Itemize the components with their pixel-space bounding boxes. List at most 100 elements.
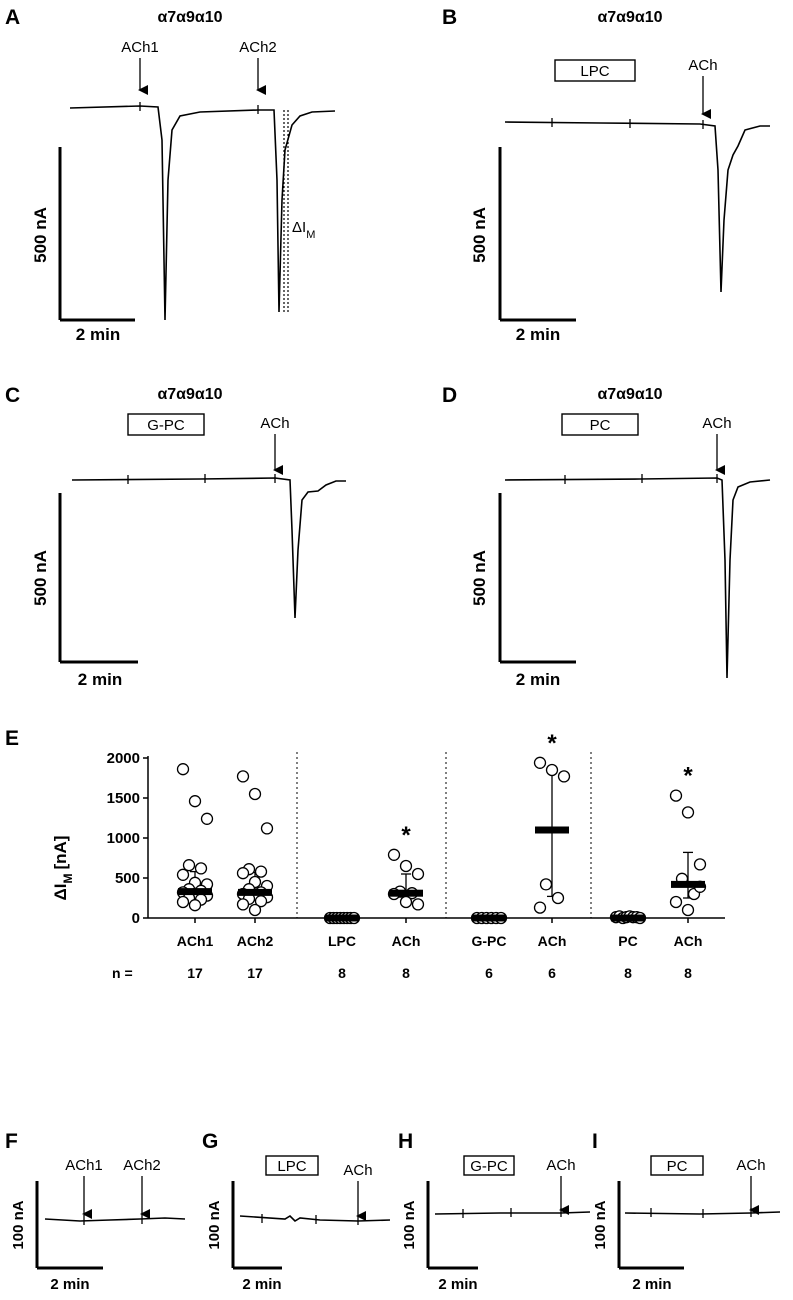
n-value: 6 xyxy=(485,965,493,981)
panel-title: α7α9α10 xyxy=(157,386,222,403)
n-value: 8 xyxy=(624,965,632,981)
panel-label: H xyxy=(398,1130,413,1153)
n-label: n = xyxy=(112,965,133,981)
data-point xyxy=(188,899,202,912)
data-point xyxy=(533,756,547,769)
arrow-label: ACh xyxy=(702,415,731,432)
time-scale-label: 2 min xyxy=(76,325,120,344)
data-point xyxy=(176,868,190,881)
panel-f: F ACh1 ACh2 100 nA 2 min xyxy=(5,1130,186,1293)
treatment-label: LPC xyxy=(580,63,609,80)
median-bar xyxy=(389,889,423,897)
data-point xyxy=(236,867,250,880)
data-point xyxy=(557,770,571,783)
current-scale-label: 500 nA xyxy=(470,550,489,606)
panel-title: α7α9α10 xyxy=(597,386,662,403)
n-value: 17 xyxy=(247,965,263,981)
panel-b: B α7α9α10 LPC ACh 500 nA 2 min xyxy=(442,6,770,344)
y-tick-label: 500 xyxy=(115,870,140,887)
current-scale-label: 100 nA xyxy=(10,1200,27,1249)
panel-c: C α7α9α10 G-PC ACh 500 nA 2 min xyxy=(5,384,346,689)
current-trace xyxy=(434,1211,591,1215)
panel-i: I PC ACh 100 nA 2 min xyxy=(592,1130,781,1293)
category-label: ACh xyxy=(392,933,421,949)
data-point xyxy=(176,895,190,909)
median-bar xyxy=(611,914,645,922)
category-label: PC xyxy=(618,933,637,949)
n-value: 17 xyxy=(187,965,203,981)
n-value: 8 xyxy=(402,965,410,981)
current-scale-label: 100 nA xyxy=(401,1200,418,1249)
time-scale-label: 2 min xyxy=(516,325,560,344)
category-label: LPC xyxy=(328,933,356,949)
category-label: ACh xyxy=(674,933,703,949)
arrow-label: ACh xyxy=(546,1157,575,1174)
data-point xyxy=(236,898,250,911)
panel-label: B xyxy=(442,6,457,29)
median-bar xyxy=(535,826,569,834)
data-point xyxy=(260,822,274,835)
current-trace xyxy=(44,1217,186,1222)
panel-label: G xyxy=(202,1130,218,1153)
time-scale-label: 2 min xyxy=(632,1276,671,1293)
significance-star: * xyxy=(683,763,693,790)
current-trace xyxy=(71,477,346,619)
time-scale-label: 2 min xyxy=(516,670,560,689)
y-tick-label: 1500 xyxy=(107,790,140,807)
arrow-label: ACh2 xyxy=(239,39,277,56)
data-point xyxy=(539,878,553,891)
time-scale-label: 2 min xyxy=(50,1276,89,1293)
current-scale-label: 500 nA xyxy=(470,207,489,263)
y-tick-label: 2000 xyxy=(107,750,140,767)
treatment-label: LPC xyxy=(277,1158,306,1175)
data-point xyxy=(551,891,565,905)
time-scale-label: 2 min xyxy=(78,670,122,689)
data-point xyxy=(545,763,559,777)
time-scale-label: 2 min xyxy=(438,1276,477,1293)
treatment-box xyxy=(650,1155,704,1176)
panel-label: E xyxy=(5,727,19,750)
panel-d: D α7α9α10 PC ACh 500 nA 2 min xyxy=(442,384,771,689)
treatment-label: G-PC xyxy=(147,417,185,434)
arrow-label: ACh2 xyxy=(123,1157,161,1174)
data-point xyxy=(399,859,413,873)
treatment-label: PC xyxy=(590,417,611,434)
data-point xyxy=(533,901,547,914)
significance-star: * xyxy=(401,822,411,849)
current-trace xyxy=(504,477,771,679)
data-point xyxy=(194,862,208,875)
arrow-label: ACh1 xyxy=(65,1157,103,1174)
arrow-label: ACh xyxy=(736,1157,765,1174)
significance-star: * xyxy=(547,730,557,757)
median-bar xyxy=(178,888,212,896)
panel-label: I xyxy=(592,1130,598,1153)
treatment-box xyxy=(561,413,639,436)
data-point xyxy=(693,858,707,871)
current-scale-label: 500 nA xyxy=(31,550,50,606)
y-tick-label: 0 xyxy=(132,910,140,927)
median-bar xyxy=(238,888,272,896)
data-point xyxy=(411,898,425,911)
treatment-box xyxy=(554,59,636,82)
data-point xyxy=(176,763,190,776)
current-scale-label: 100 nA xyxy=(592,1200,609,1249)
data-point xyxy=(236,770,250,783)
median-bar xyxy=(325,914,359,922)
y-axis-label: ΔIM[nA] xyxy=(51,836,75,901)
panel-title: α7α9α10 xyxy=(597,9,662,26)
current-trace xyxy=(624,1211,781,1215)
data-point xyxy=(248,903,262,917)
treatment-box xyxy=(265,1155,319,1176)
time-scale-label: 2 min xyxy=(242,1276,281,1293)
category-label: G-PC xyxy=(472,933,507,949)
panel-e: E ΔIM[nA] 0 500 1000 1500 2000 n = ACh1 17 ACh2 1… xyxy=(5,727,725,981)
n-value: 6 xyxy=(548,965,556,981)
data-point xyxy=(669,895,683,909)
data-point xyxy=(182,859,196,872)
arrow-label: ACh xyxy=(260,415,289,432)
data-point xyxy=(188,795,202,808)
data-point xyxy=(387,848,401,861)
panel-label: F xyxy=(5,1130,18,1153)
data-point xyxy=(681,806,695,819)
